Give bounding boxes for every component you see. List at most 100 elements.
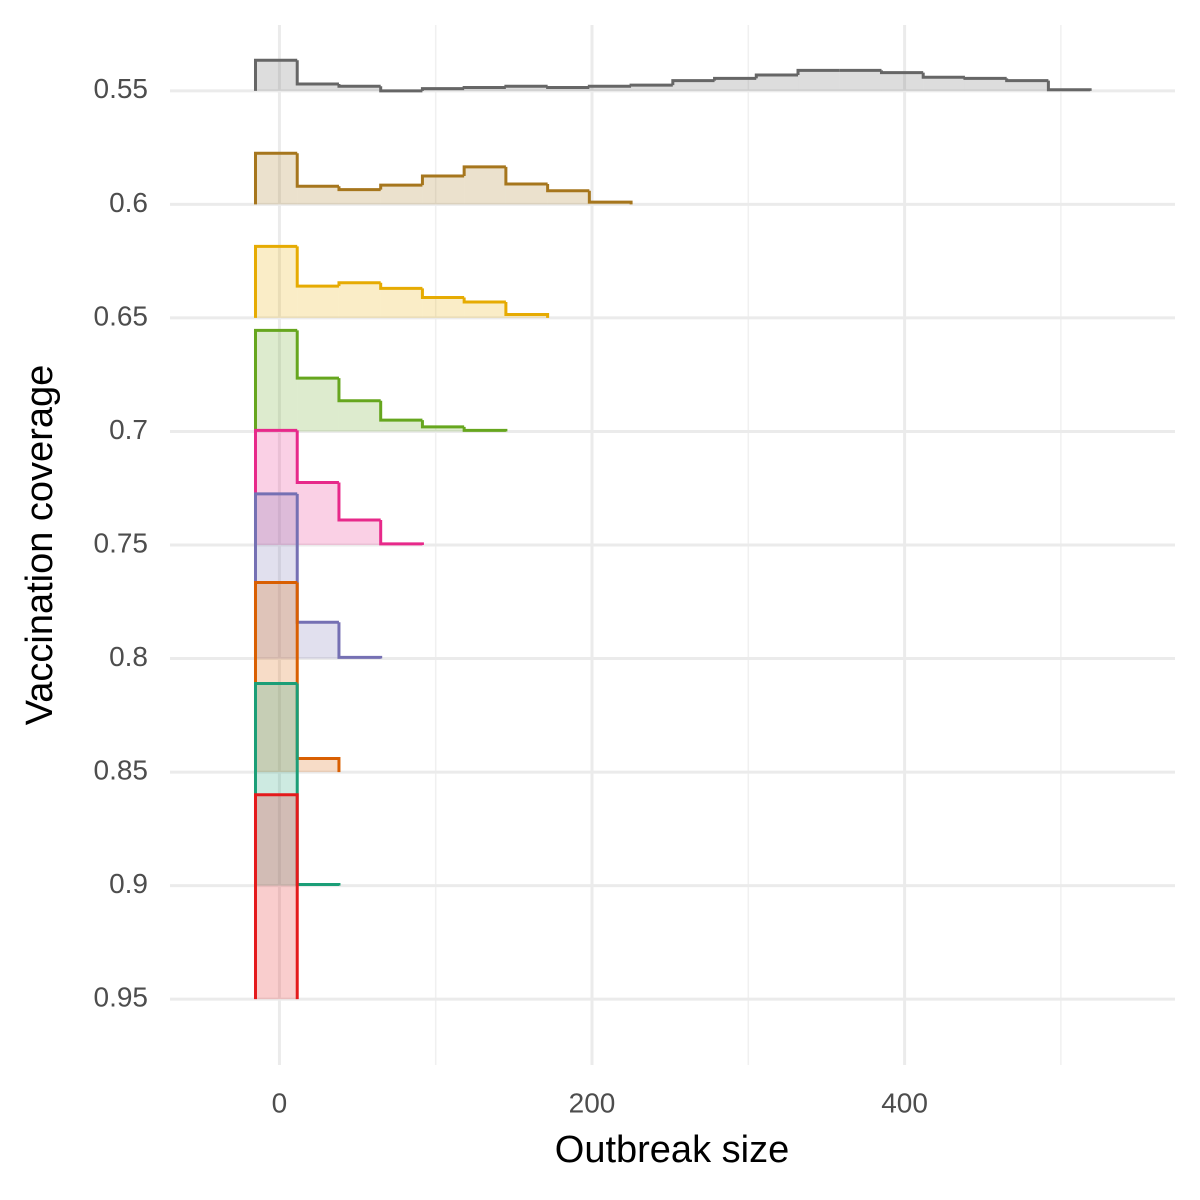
histogram-outline [379,400,423,422]
histogram-outline [587,84,632,88]
y-tick-label: 0.8 [109,641,148,672]
histogram-outline [1005,78,1049,83]
histogram-bar [255,430,298,545]
histogram-outline [504,302,550,318]
histogram-outline [337,281,381,287]
histogram-bar [297,482,339,545]
histogram-outline [504,166,548,186]
histogram-outline [379,520,424,546]
histogram-bar [338,189,381,205]
histogram-bar [547,190,590,205]
histogram-outline [546,85,590,89]
histogram-bar [839,70,882,91]
y-tick-label: 0.85 [94,754,149,785]
histogram-bar [422,426,465,432]
histogram-outline [754,73,799,79]
histogram-outline [921,72,965,79]
y-tick-label: 0.6 [109,187,148,218]
histogram-outline [253,58,298,91]
histogram-bar [338,520,381,545]
histogram-bar [255,330,298,432]
histogram-outline [379,183,423,190]
histogram-outline [462,426,508,432]
histogram-outline [629,83,673,87]
histogram-outline [879,70,924,75]
histogram-bar [255,60,298,91]
x-tick-label: 0 [272,1087,288,1118]
histogram-bar [798,70,840,91]
histogram-outline [337,84,381,88]
x-tick-label: 200 [569,1087,616,1118]
histogram-bar [297,84,339,91]
histogram-outline [337,378,381,403]
histogram-outline [420,288,465,299]
histogram-outline [462,165,506,177]
histogram-bar [255,683,298,886]
y-tick-label: 0.9 [109,868,148,899]
histogram-bar [297,378,339,432]
histogram-bar [422,176,465,205]
histogram-bar [547,87,590,91]
histogram-outline [420,87,465,91]
histogram-outline [337,482,381,522]
histogram-bar [338,400,381,432]
y-tick-label: 0.65 [94,300,149,331]
histogram-bar [297,758,339,773]
y-tick-label: 0.95 [94,982,149,1013]
histogram-bar [881,72,924,91]
histogram-bar [255,153,298,205]
histogram-bar [464,166,506,205]
histogram-outline [796,68,840,75]
histogram-outline [546,183,590,193]
histogram-bar [255,794,298,1000]
histogram-outline [713,76,757,81]
histogram-outline [379,282,423,290]
histogram-bar [964,78,1007,91]
histogram-bar [255,246,298,318]
histogram-bar [589,86,632,91]
histogram-outline [420,174,465,186]
histogram-bar [505,86,548,91]
histogram-bar [923,77,965,91]
histogram-bar [505,183,548,205]
histogram-outline [963,76,1007,80]
histogram-outline [295,246,339,288]
histogram-bar [255,582,298,773]
histogram-bar [338,86,381,91]
histogram-bar [1006,80,1049,91]
y-tick-label: 0.7 [109,414,148,445]
histogram-outline [253,793,299,1000]
histogram-bar [672,80,715,91]
y-tick-label: 0.55 [94,73,149,104]
histogram-outline [1046,80,1092,92]
histogram-outline [587,190,633,205]
histogram-outline [253,328,298,432]
histogram-outline [295,153,339,188]
histogram-outline [253,244,298,318]
histogram-outline [295,60,339,86]
histogram-bar [338,282,381,318]
histogram-bar [464,87,506,91]
x-axis-title: Outbreak size [555,1129,789,1171]
histogram-outline [379,86,423,93]
histogram-bar [380,420,423,432]
histogram-bar [380,288,423,318]
histogram-outline [295,582,341,773]
y-tick-label: 0.75 [94,527,149,558]
histogram-outline [295,330,339,380]
histogram-outline [671,79,715,86]
histogram-outline [462,297,506,304]
histogram-outline [253,151,298,205]
histogram-outline [420,420,465,429]
y-axis-title: Vaccination coverage [19,365,61,726]
histogram-outline [337,622,383,659]
histogram-bar [631,85,673,91]
histogram-outline [462,85,506,89]
histogram-bar [297,286,339,318]
histogram-bar [297,622,339,659]
x-tick-label: 400 [881,1087,928,1118]
histogram-bar [255,493,298,659]
histogram-outline [337,186,381,192]
histogram-outline [295,683,341,886]
